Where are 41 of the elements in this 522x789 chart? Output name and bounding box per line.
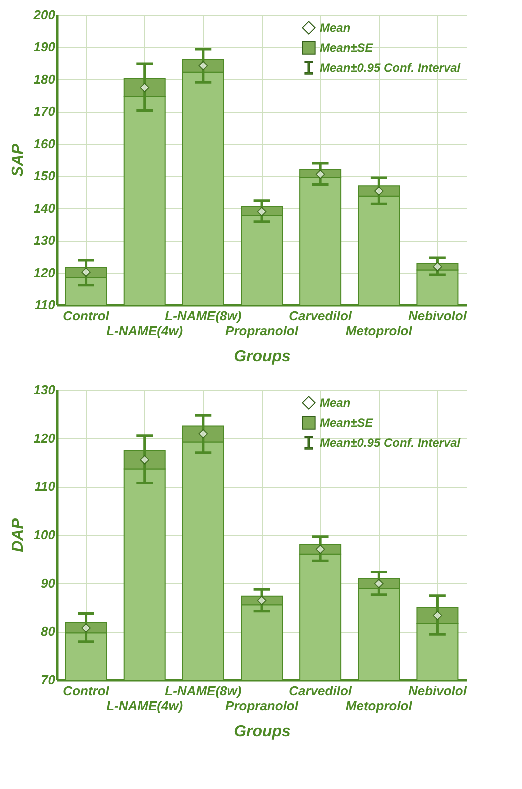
x-tick-label: Metoprolol: [346, 324, 413, 338]
y-tick-label: 120: [34, 265, 56, 280]
x-tick-label: Carvedilol: [289, 684, 352, 698]
y-tick-label: 80: [41, 624, 56, 640]
x-tick-label: Metoprolol: [346, 698, 413, 714]
legend-label: Mean±SE: [320, 416, 374, 430]
x-tick-label: Propranolol: [226, 698, 299, 714]
x-tick-label: Carvedilol: [289, 308, 352, 324]
legend-label: Mean: [320, 21, 351, 35]
annotation: Mean±0.95 Conf. Interval: [320, 61, 462, 75]
y-tick-label: 130: [34, 233, 56, 248]
x-tick-label: L-NAME(4w): [106, 324, 184, 338]
y-tick-label: 100: [34, 528, 56, 542]
x-tick-label: Nebivolol: [408, 308, 468, 324]
y-tick-label: 180: [34, 72, 56, 87]
y-tick-label: 140: [34, 200, 56, 216]
y-tick-label: 110: [34, 479, 56, 494]
y-tick-label: 70: [41, 672, 56, 688]
legend-label: Mean±SE: [320, 41, 374, 55]
y-tick-label: 90: [41, 576, 56, 591]
x-tick-label: Nebivolol: [408, 684, 468, 698]
y-tick-label: 190: [34, 40, 56, 55]
y-tick-label: 160: [34, 136, 56, 152]
x-tick-label: Control: [63, 684, 110, 698]
x-axis-title: Groups: [234, 348, 292, 366]
legend-label: Mean: [320, 396, 351, 410]
x-tick-label: L-NAME(4w): [106, 698, 184, 714]
y-tick-label: 120: [34, 430, 56, 446]
x-tick-label: Propranolol: [226, 324, 299, 338]
y-tick-label: 200: [32, 8, 56, 22]
x-axis-title: Groups: [234, 724, 292, 740]
y-axis-title: DAP: [10, 518, 27, 552]
y-tick-label: 110: [34, 298, 56, 312]
y-tick-label: 150: [34, 168, 56, 184]
x-tick-label: L-NAME(8w): [165, 308, 242, 324]
x-tick-label: Control: [63, 308, 110, 324]
y-tick-label: 170: [34, 104, 56, 120]
y-tick-label: 130: [34, 382, 56, 398]
x-tick-label: L-NAME(8w): [165, 684, 242, 698]
annotation: Mean±0.95 Conf. Interval: [320, 436, 462, 450]
y-axis-title: SAP: [10, 144, 27, 177]
